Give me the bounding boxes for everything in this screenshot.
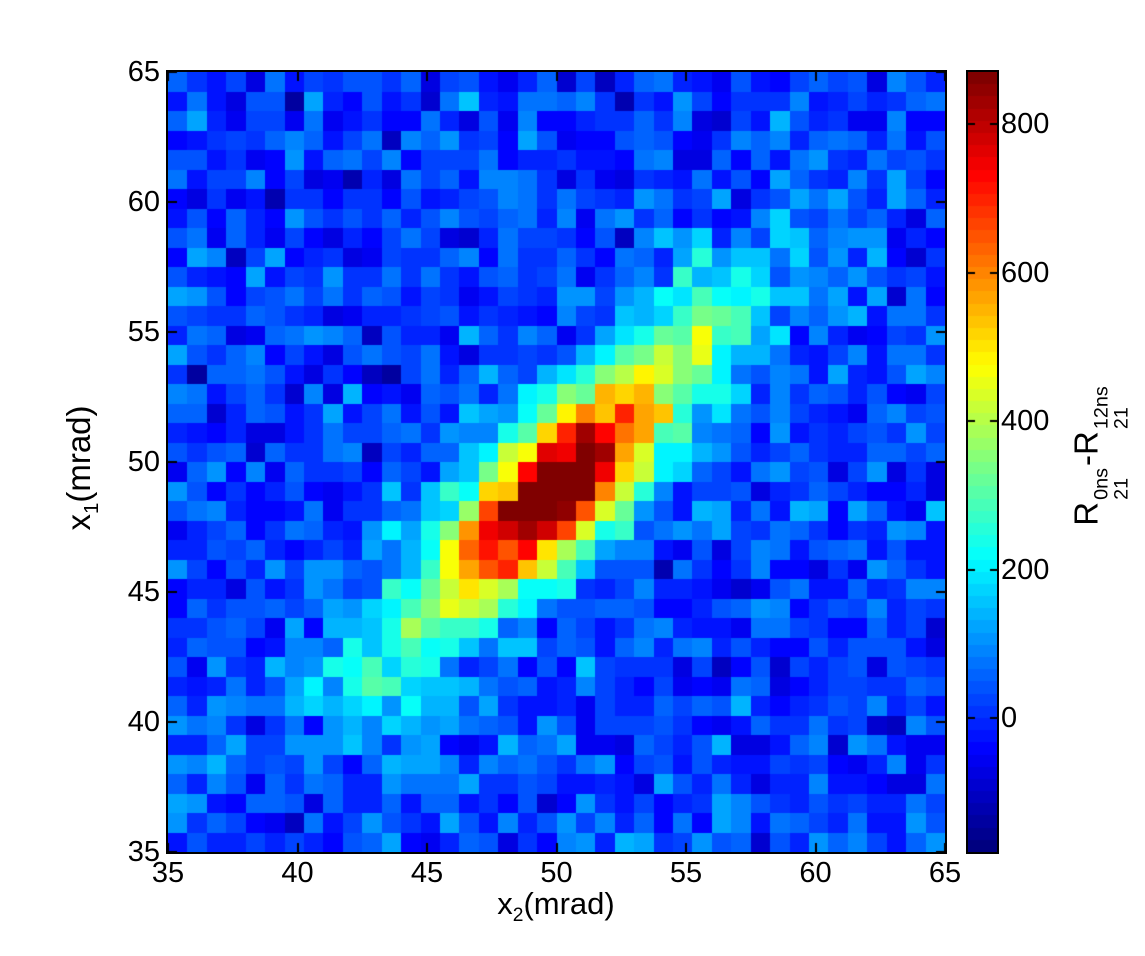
colorbar-label-minus: - [1067,455,1105,466]
x-axis-label-sub: 2 [512,905,524,927]
colorbar-tick-label: 400 [1001,405,1050,438]
y-tick-label: 55 [127,316,160,348]
y-tick-label: 50 [127,446,160,478]
colorbar-tick-label: 600 [1001,256,1050,289]
x-tick-label: 60 [799,857,832,889]
x-tick-label: 55 [669,857,703,889]
y-tick-label: 60 [127,186,160,218]
x-tick-label: 35 [151,857,185,889]
y-tick-label: 65 [127,56,160,88]
y-tick-label: 35 [127,836,160,868]
x-axis-label: x2(mrad) [436,886,676,927]
colorbar-label-r2-sub: 21 [1110,407,1133,430]
colorbar-label-r1-sub: 21 [1110,477,1133,500]
colorbar-label: R 0ns 21 -R 12ns 21 [1068,384,1133,526]
colorbar-tick-label: 800 [1001,108,1050,140]
y-tick-label: 45 [127,576,160,608]
colorbar [966,70,999,854]
colorbar-label-r2: R [1067,431,1105,455]
x-axis-label-unit: (mrad) [523,886,615,921]
x-tick-label: 40 [281,857,314,889]
x-tick-label: 45 [410,857,444,889]
x-axis-label-base: x [497,886,513,921]
colorbar-label-r1: R [1067,501,1105,526]
y-tick-label: 40 [127,706,160,738]
y-axis-label-base: x [60,514,98,531]
heatmap-plot [166,70,947,854]
y-axis-label-sub: 1 [79,502,103,515]
x-tick-label: 50 [540,857,573,889]
colorbar-tick-label: 200 [1001,553,1050,586]
colorbar-label-r1-scripts: 0ns 21 [1091,468,1133,500]
colorbar-label-r2-scripts: 12ns 21 [1091,386,1133,430]
colorbar-tick-label: 0 [1001,702,1018,735]
x-tick-label: 65 [928,857,962,889]
